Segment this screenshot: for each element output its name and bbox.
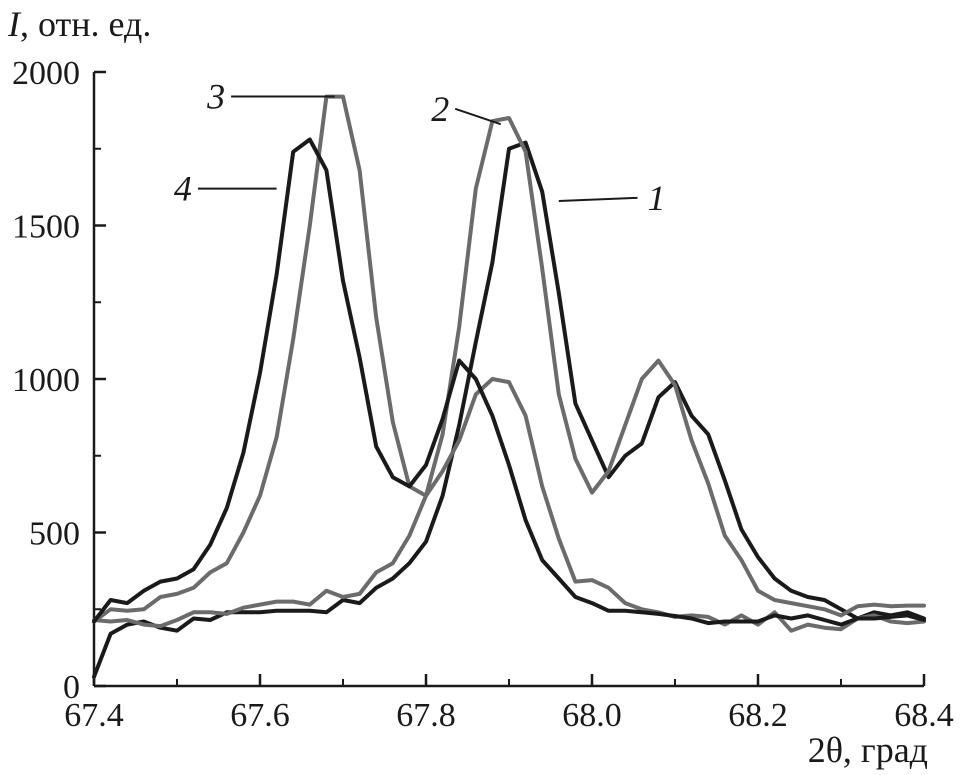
series-lines [92, 94, 926, 679]
x-tick-label: 68.0 [562, 697, 622, 734]
series-line-3 [92, 94, 926, 633]
series-label-3: 3 [206, 77, 225, 117]
series-label-1: 1 [648, 178, 666, 218]
x-tick-label: 68.2 [728, 697, 788, 734]
x-axis-title: 2θ, град [808, 730, 928, 770]
series-label-leader-1 [558, 196, 638, 202]
y-tick-label: 1000 [12, 362, 80, 399]
x-tick-label: 67.8 [396, 697, 456, 734]
series-label-leader-2 [454, 107, 502, 126]
series-labels: 1 2 3 4 [174, 77, 666, 218]
y-axis-title-symbol: I [7, 4, 22, 44]
series-label-4: 4 [174, 169, 192, 209]
series-line-1 [92, 140, 926, 679]
y-axis-title-unit: , отн. ед. [20, 4, 151, 44]
series-line-2 [92, 116, 926, 629]
x-tick-label: 68.4 [894, 697, 954, 734]
series-line-4 [92, 137, 926, 627]
x-tick-label: 67.4 [64, 697, 124, 734]
y-tick-label: 2000 [12, 55, 80, 92]
x-tick-label: 67.6 [230, 697, 290, 734]
y-tick-label: 0 [63, 669, 80, 706]
y-tick-label: 1500 [12, 209, 80, 246]
y-axis-title: I, отн. ед. [7, 4, 151, 44]
y-tick-label: 500 [29, 516, 80, 553]
axes: 67.4 67.6 67.8 68.0 68.2 68.4 0 500 1000 1500 2000 [12, 55, 954, 734]
series-label-2: 2 [431, 89, 449, 129]
